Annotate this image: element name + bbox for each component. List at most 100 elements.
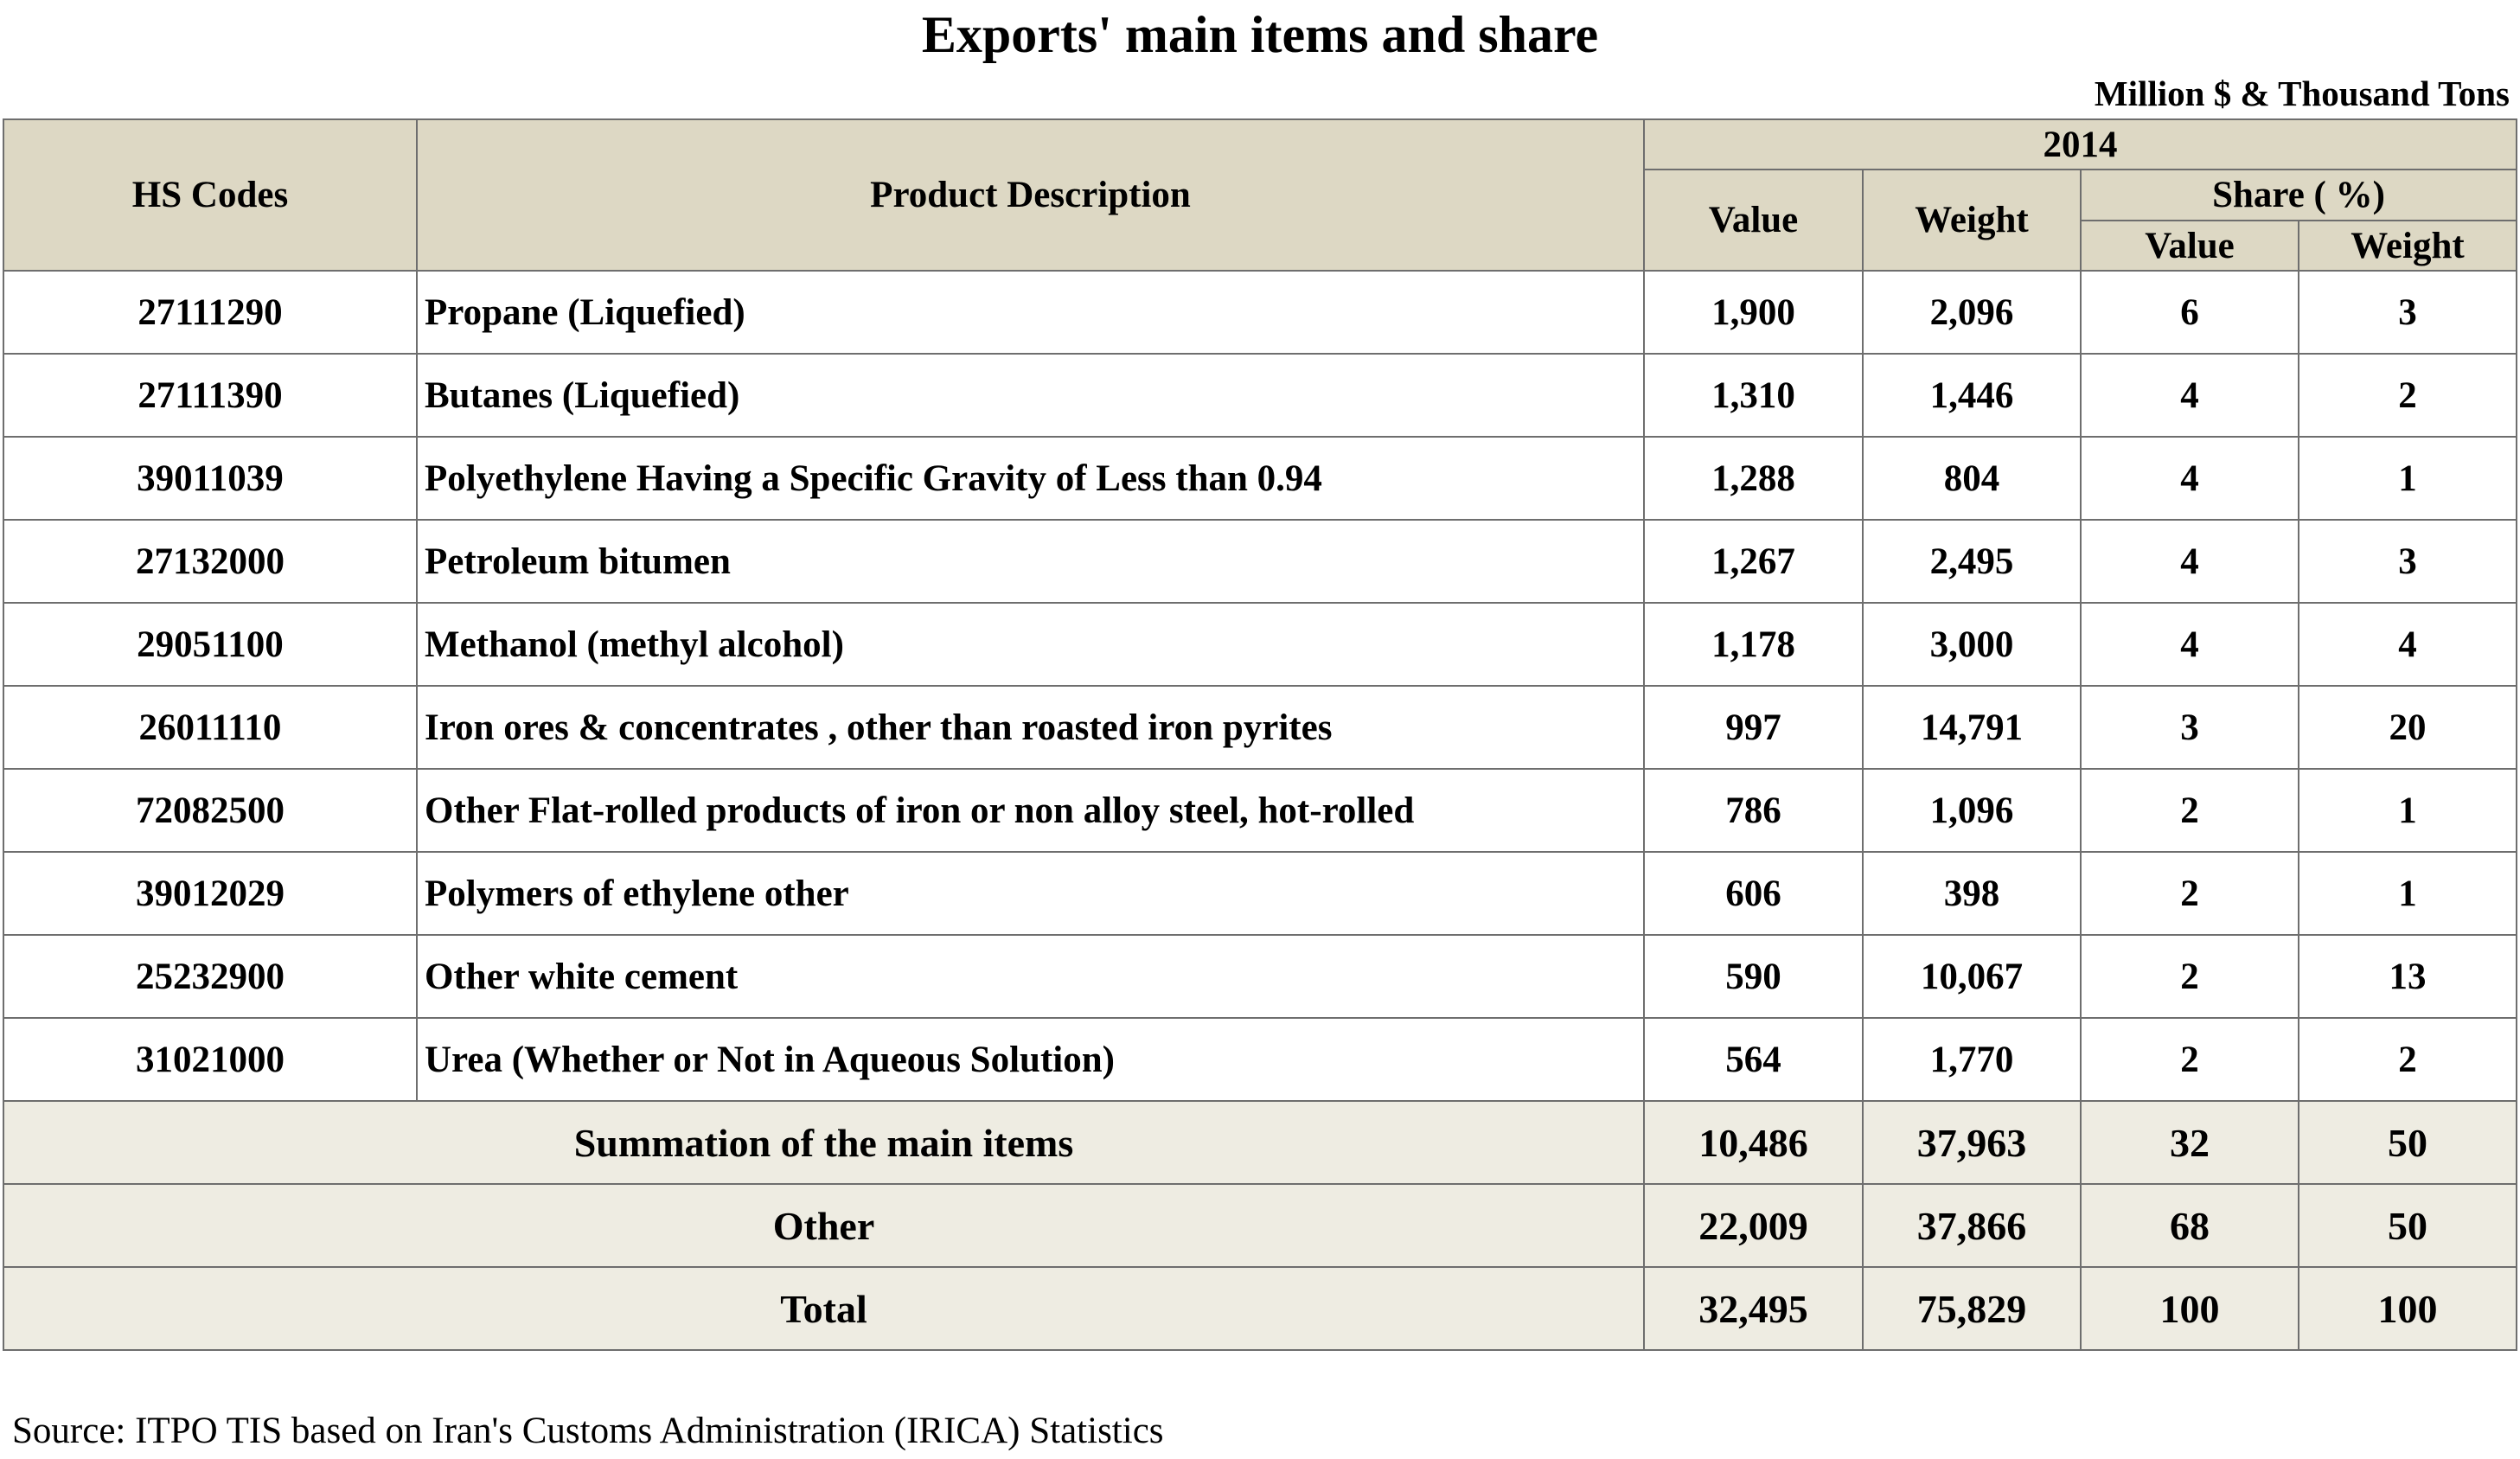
summary-label-cell: Summation of the main items	[3, 1100, 1645, 1185]
product-description-cell: Iron ores & concentrates , other than ro…	[416, 685, 1645, 770]
weight-cell: 804	[1862, 436, 2082, 521]
summary-row: Summation of the main items 10,486 37,963 3…	[3, 1100, 2517, 1185]
share-weight-cell: 50	[2298, 1183, 2517, 1268]
source-note: Source: ITPO TIS based on Iran's Customs…	[12, 1411, 1164, 1451]
header-share-weight: Weight	[2298, 220, 2517, 272]
value-cell: 22,009	[1643, 1183, 1864, 1268]
table-row: 25232900 Other white cement 590 10,067 2 13	[3, 934, 2517, 1019]
weight-cell: 2,495	[1862, 519, 2082, 604]
share-weight-cell: 50	[2298, 1100, 2517, 1185]
table-row: 29051100 Methanol (methyl alcohol) 1,178 3,…	[3, 602, 2517, 687]
share-value-cell: 2	[2080, 768, 2299, 853]
share-value-cell: 32	[2080, 1100, 2299, 1185]
weight-cell: 10,067	[1862, 934, 2082, 1019]
weight-cell: 398	[1862, 851, 2082, 936]
summary-label-cell: Other	[3, 1183, 1645, 1268]
share-weight-cell: 1	[2298, 851, 2517, 936]
exports-table: HS Codes Product Description 2014 Value …	[3, 118, 2517, 1351]
hs-code-cell: 39011039	[3, 436, 418, 521]
summary-label-cell: Total	[3, 1266, 1645, 1351]
summary-row: Other 22,009 37,866 68 50	[3, 1183, 2517, 1268]
header-hs-codes: HS Codes	[3, 118, 418, 272]
hs-code-cell: 26011110	[3, 685, 418, 770]
share-value-cell: 6	[2080, 270, 2299, 355]
value-cell: 1,267	[1643, 519, 1864, 604]
product-description-cell: Propane (Liquefied)	[416, 270, 1645, 355]
product-description-cell: Urea (Whether or Not in Aqueous Solution…	[416, 1017, 1645, 1102]
summary-row: Total 32,495 75,829 100 100	[3, 1266, 2517, 1351]
value-cell: 1,310	[1643, 353, 1864, 438]
chart-title: Exports' main items and share	[921, 6, 1599, 63]
product-description-cell: Polymers of ethylene other	[416, 851, 1645, 936]
hs-code-cell: 39012029	[3, 851, 418, 936]
share-value-cell: 100	[2080, 1266, 2299, 1351]
share-value-cell: 4	[2080, 519, 2299, 604]
weight-cell: 37,963	[1862, 1100, 2082, 1185]
value-cell: 590	[1643, 934, 1864, 1019]
weight-cell: 1,770	[1862, 1017, 2082, 1102]
value-cell: 997	[1643, 685, 1864, 770]
share-value-cell: 4	[2080, 436, 2299, 521]
value-cell: 1,288	[1643, 436, 1864, 521]
header-year: 2014	[1643, 118, 2517, 170]
product-description-cell: Polyethylene Having a Specific Gravity o…	[416, 436, 1645, 521]
share-value-cell: 4	[2080, 602, 2299, 687]
share-weight-cell: 3	[2298, 270, 2517, 355]
product-description-cell: Petroleum bitumen	[416, 519, 1645, 604]
share-value-cell: 4	[2080, 353, 2299, 438]
header-product-description: Product Description	[416, 118, 1645, 272]
weight-cell: 3,000	[1862, 602, 2082, 687]
weight-cell: 37,866	[1862, 1183, 2082, 1268]
weight-cell: 1,446	[1862, 353, 2082, 438]
table-row: 39011039 Polyethylene Having a Specific G…	[3, 436, 2517, 521]
share-weight-cell: 2	[2298, 353, 2517, 438]
share-value-cell: 3	[2080, 685, 2299, 770]
share-weight-cell: 2	[2298, 1017, 2517, 1102]
share-value-cell: 2	[2080, 1017, 2299, 1102]
weight-cell: 1,096	[1862, 768, 2082, 853]
share-weight-cell: 20	[2298, 685, 2517, 770]
units-note: Million $ & Thousand Tons	[2094, 74, 2510, 113]
weight-cell: 14,791	[1862, 685, 2082, 770]
hs-code-cell: 29051100	[3, 602, 418, 687]
hs-code-cell: 72082500	[3, 768, 418, 853]
value-cell: 606	[1643, 851, 1864, 936]
header-share-value: Value	[2080, 220, 2299, 272]
share-weight-cell: 4	[2298, 602, 2517, 687]
product-description-cell: Other Flat-rolled products of iron or no…	[416, 768, 1645, 853]
value-cell: 786	[1643, 768, 1864, 853]
table-row: 72082500 Other Flat-rolled products of ir…	[3, 768, 2517, 853]
product-description-cell: Other white cement	[416, 934, 1645, 1019]
value-cell: 10,486	[1643, 1100, 1864, 1185]
table-row: 27111290 Propane (Liquefied) 1,900 2,096 6 3	[3, 270, 2517, 355]
product-description-cell: Methanol (methyl alcohol)	[416, 602, 1645, 687]
weight-cell: 2,096	[1862, 270, 2082, 355]
table-row: 27132000 Petroleum bitumen 1,267 2,495 4 3	[3, 519, 2517, 604]
hs-code-cell: 31021000	[3, 1017, 418, 1102]
value-cell: 564	[1643, 1017, 1864, 1102]
table-row: 39012029 Polymers of ethylene other 606 398…	[3, 851, 2517, 936]
share-weight-cell: 3	[2298, 519, 2517, 604]
value-cell: 1,900	[1643, 270, 1864, 355]
header-value: Value	[1643, 169, 1864, 272]
table-body: 27111290 Propane (Liquefied) 1,900 2,096 6 3 2…	[3, 270, 2517, 1351]
hs-code-cell: 27132000	[3, 519, 418, 604]
header-weight: Weight	[1862, 169, 2082, 272]
value-cell: 32,495	[1643, 1266, 1864, 1351]
share-weight-cell: 1	[2298, 768, 2517, 853]
table-row: 26011110 Iron ores & concentrates , other…	[3, 685, 2517, 770]
share-value-cell: 2	[2080, 934, 2299, 1019]
share-value-cell: 2	[2080, 851, 2299, 936]
share-weight-cell: 100	[2298, 1266, 2517, 1351]
product-description-cell: Butanes (Liquefied)	[416, 353, 1645, 438]
table-row: 31021000 Urea (Whether or Not in Aqueous …	[3, 1017, 2517, 1102]
hs-code-cell: 25232900	[3, 934, 418, 1019]
share-value-cell: 68	[2080, 1183, 2299, 1268]
value-cell: 1,178	[1643, 602, 1864, 687]
share-weight-cell: 1	[2298, 436, 2517, 521]
share-weight-cell: 13	[2298, 934, 2517, 1019]
hs-code-cell: 27111290	[3, 270, 418, 355]
weight-cell: 75,829	[1862, 1266, 2082, 1351]
hs-code-cell: 27111390	[3, 353, 418, 438]
header-share: Share ( %)	[2080, 169, 2517, 221]
